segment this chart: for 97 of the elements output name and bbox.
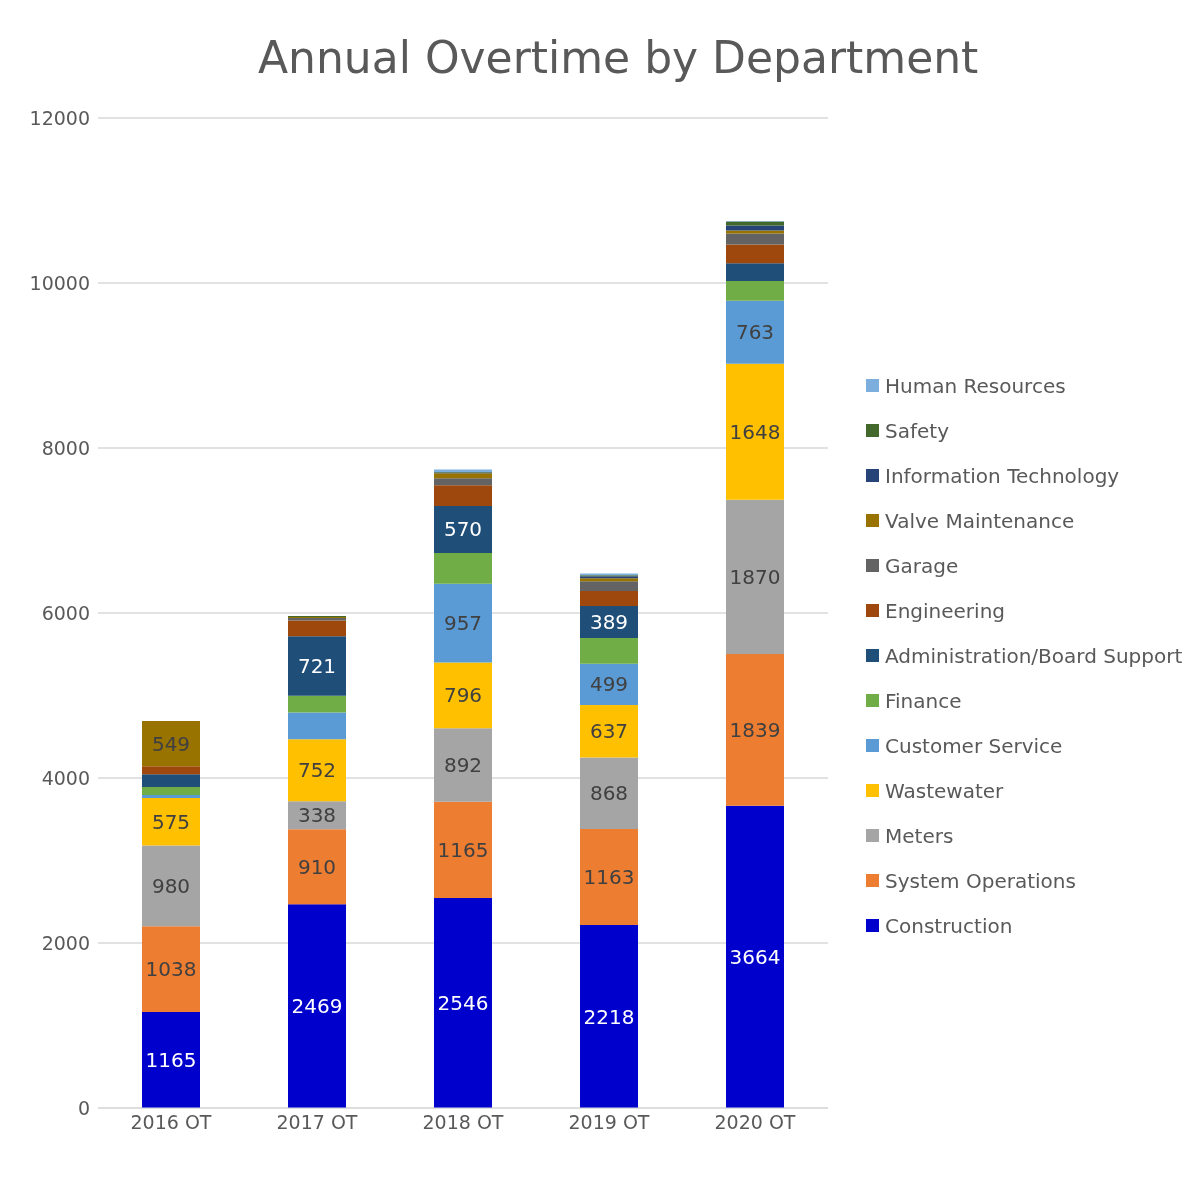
bar [142, 1011, 200, 1108]
bar [580, 581, 638, 592]
bar [434, 728, 492, 802]
bar [726, 805, 784, 1108]
bar [142, 774, 200, 788]
bar [726, 233, 784, 245]
bar [142, 845, 200, 927]
y-tick-label: 2000 [41, 931, 90, 954]
data-label: 570 [443, 517, 483, 542]
y-tick-label: 8000 [41, 436, 90, 459]
data-label: 892 [443, 753, 483, 778]
data-label: 763 [735, 320, 775, 345]
bar [288, 636, 346, 696]
bar [434, 473, 492, 479]
bar [726, 225, 784, 231]
bar [434, 552, 492, 584]
x-tick-label: 2018 OT [422, 1111, 504, 1134]
bar [288, 712, 346, 740]
data-label: 637 [589, 719, 629, 744]
legend-label: Meters [884, 822, 955, 850]
x-tick-label: 2020 OT [714, 1111, 796, 1134]
legend-label: Administration/Board Support [884, 642, 1183, 670]
data-label: 1165 [145, 1047, 197, 1072]
data-label: 957 [443, 611, 483, 636]
bar [726, 221, 784, 226]
x-tick-label: 2016 OT [130, 1111, 212, 1134]
bar [580, 925, 638, 1108]
data-label: 1870 [729, 564, 781, 589]
legend-label: Customer Service [884, 732, 1064, 760]
bar [726, 300, 784, 364]
x-tick-label: 2019 OT [568, 1111, 650, 1134]
bar [580, 591, 638, 606]
bar [288, 739, 346, 802]
data-label: 499 [589, 672, 629, 697]
legend-label: Safety [884, 417, 950, 445]
data-label: 868 [589, 781, 629, 806]
data-label: 2546 [437, 990, 489, 1015]
bar [142, 797, 200, 846]
y-tick-label: 4000 [41, 766, 90, 789]
legend-label: Wastewater [884, 777, 1005, 805]
legend-label: Valve Maintenance [884, 507, 1076, 535]
data-label: 796 [443, 683, 483, 708]
y-tick-label: 10000 [29, 271, 90, 294]
bar [726, 263, 784, 282]
bar [288, 904, 346, 1108]
legend-label: Construction [884, 912, 1014, 940]
bar [726, 499, 784, 654]
bar [288, 829, 346, 905]
legend-label: Garage [884, 552, 960, 580]
y-tick-label: 0 [77, 1096, 90, 1119]
bar [580, 704, 638, 758]
y-tick-label: 6000 [41, 601, 90, 624]
bar [726, 281, 784, 301]
legend-label: Human Resources [884, 372, 1067, 400]
data-label: 1839 [729, 717, 781, 742]
bar [142, 787, 200, 795]
bar [434, 505, 492, 553]
data-label: 549 [151, 731, 191, 756]
bar [580, 829, 638, 926]
data-label: 910 [297, 854, 337, 879]
legend-label: Finance [884, 687, 963, 715]
legend-label: System Operations [884, 867, 1077, 895]
bar [288, 695, 346, 713]
chart-title: Annual Overtime by Department [257, 31, 980, 85]
data-label: 1163 [583, 865, 635, 890]
data-label: 980 [151, 873, 191, 898]
bar [288, 620, 346, 637]
bar [434, 485, 492, 506]
bar [434, 662, 492, 729]
bar [580, 638, 638, 664]
bar [142, 926, 200, 1012]
data-label: 1648 [729, 419, 781, 444]
data-label: 1038 [145, 957, 197, 982]
x-tick-label: 2017 OT [276, 1111, 358, 1134]
bar [142, 795, 200, 798]
bar [580, 757, 638, 830]
data-label: 1165 [437, 837, 489, 862]
bar [726, 363, 784, 500]
bar [434, 801, 492, 898]
data-label: 2218 [583, 1004, 635, 1029]
bar [726, 654, 784, 806]
data-label: 2469 [291, 994, 343, 1019]
bar [434, 478, 492, 486]
data-label: 721 [297, 654, 337, 679]
data-label: 338 [297, 803, 337, 828]
bar [726, 230, 784, 234]
y-tick-label: 12000 [29, 106, 90, 129]
data-label: 575 [151, 809, 191, 834]
bar [434, 583, 492, 663]
bar [142, 766, 200, 775]
bar [434, 897, 492, 1108]
legend-label: Engineering [884, 597, 1006, 625]
data-label: 3664 [729, 944, 781, 969]
legend-label: Information Technology [884, 462, 1121, 490]
bar [726, 244, 784, 264]
data-label: 389 [589, 609, 629, 634]
data-label: 752 [297, 758, 337, 783]
